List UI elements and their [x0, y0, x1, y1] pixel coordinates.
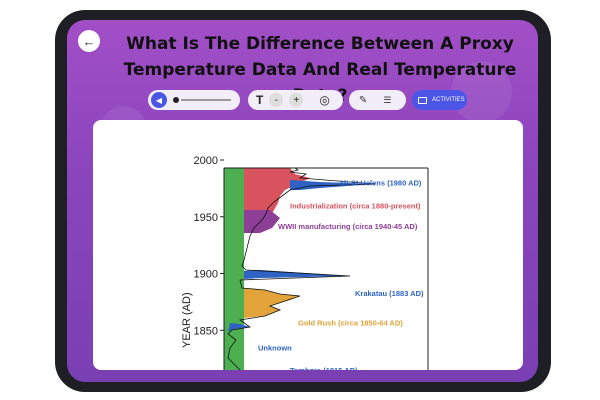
y-axis-label: YEAR (AD): [181, 292, 193, 348]
y-tick-label: 1850: [194, 325, 218, 337]
pen-icon[interactable]: ✎: [359, 94, 368, 106]
content-card: [93, 120, 523, 370]
speaker-icon[interactable]: ◀: [151, 92, 167, 108]
annotation-label: Krakatau (1883 AD): [355, 289, 424, 298]
annotation-label: Industrialization (circa 1880-present): [290, 201, 421, 210]
chart-svg: YEAR (AD) 2000 1950 1900 1850 Mt St Helens …: [181, 155, 429, 375]
annotation-label: Tambora (1815 AD): [290, 366, 358, 370]
blue-unknown-area: [228, 323, 250, 332]
chart: YEAR (AD) 2000 1950 1900 1850 Mt St Helens …: [170, 148, 440, 375]
y-tick-label: 2000: [194, 155, 218, 167]
monitor-icon: [418, 96, 427, 104]
orange-gold-rush-area: [244, 288, 300, 318]
text-size-icon: T: [256, 93, 264, 107]
annotation-label: Unknown: [258, 343, 292, 352]
annotation-label: Mt St Helens (1980 AD): [340, 179, 422, 188]
temperature-line: [227, 167, 376, 371]
audio-progress-handle[interactable]: [173, 97, 179, 103]
arrow-left-icon: ←: [82, 33, 96, 49]
back-button[interactable]: ←: [78, 30, 100, 52]
audio-player: ◀: [148, 90, 240, 110]
audio-progress-track[interactable]: [181, 99, 231, 101]
title-line-1: What Is The Difference Between A Proxy: [126, 34, 514, 54]
globe-icon[interactable]: ◎: [319, 93, 330, 107]
y-tick-label: 1900: [194, 269, 218, 281]
purple-wwii-area: [244, 210, 280, 233]
blue-krakatau-area: [244, 270, 350, 279]
list-icon[interactable]: ☰: [383, 94, 392, 105]
activities-button[interactable]: ACTIVITIES: [412, 90, 467, 110]
green-band: [224, 168, 244, 370]
annotation-label: WWII manufacturing (circa 1940-45 AD): [278, 222, 418, 231]
annotation-label: Gold Rush (circa 1850-64 AD): [298, 318, 403, 327]
font-controls: T - + ◎: [248, 90, 343, 110]
y-tick-label: 1950: [194, 212, 218, 224]
font-increase-button[interactable]: +: [289, 93, 304, 107]
tool-controls: ✎ ☰: [349, 90, 406, 110]
activities-label: ACTIVITIES: [432, 97, 465, 103]
font-decrease-button[interactable]: -: [269, 93, 284, 107]
